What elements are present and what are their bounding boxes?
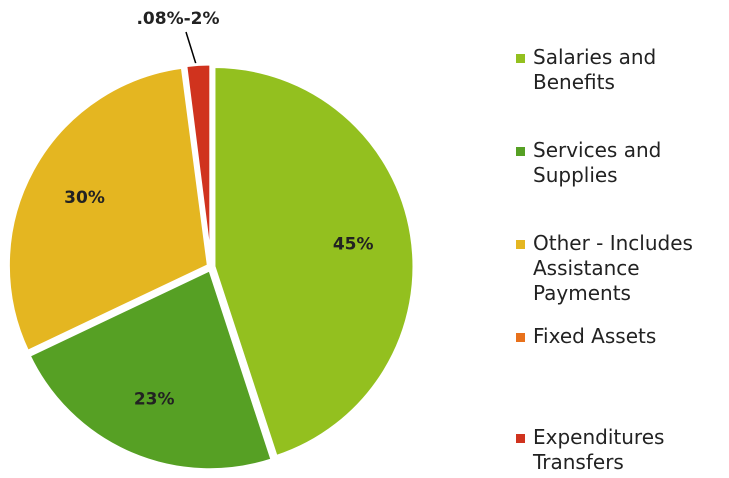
legend-label: Other - Includes Assistance Payments bbox=[533, 231, 693, 305]
legend-swatch bbox=[516, 54, 525, 63]
legend-label: Expenditures Transfers bbox=[533, 425, 665, 474]
legend-swatch bbox=[516, 147, 525, 156]
legend-item: Services and Supplies bbox=[516, 138, 716, 188]
pie-slice bbox=[6, 65, 210, 354]
legend-item: Salaries and Benefits bbox=[516, 45, 716, 95]
pie-slice bbox=[212, 65, 416, 459]
annotation: .08%-2% bbox=[136, 9, 219, 29]
legend-swatch bbox=[516, 333, 525, 342]
data-label: 45% bbox=[333, 234, 374, 254]
legend-swatch bbox=[516, 434, 525, 443]
legend-label: Services and Supplies bbox=[533, 138, 662, 187]
legend-item: Expenditures Transfers bbox=[516, 425, 716, 475]
data-label: 30% bbox=[64, 188, 105, 208]
legend-item: Fixed Assets bbox=[516, 324, 716, 349]
legend-label: Salaries and Benefits bbox=[533, 45, 657, 94]
legend-label: Fixed Assets bbox=[533, 324, 657, 348]
legend-swatch bbox=[516, 240, 525, 249]
legend-item: Other - Includes Assistance Payments bbox=[516, 231, 716, 306]
pie-slice bbox=[27, 267, 274, 472]
data-label: 23% bbox=[134, 389, 175, 409]
pie-slice bbox=[184, 62, 213, 265]
